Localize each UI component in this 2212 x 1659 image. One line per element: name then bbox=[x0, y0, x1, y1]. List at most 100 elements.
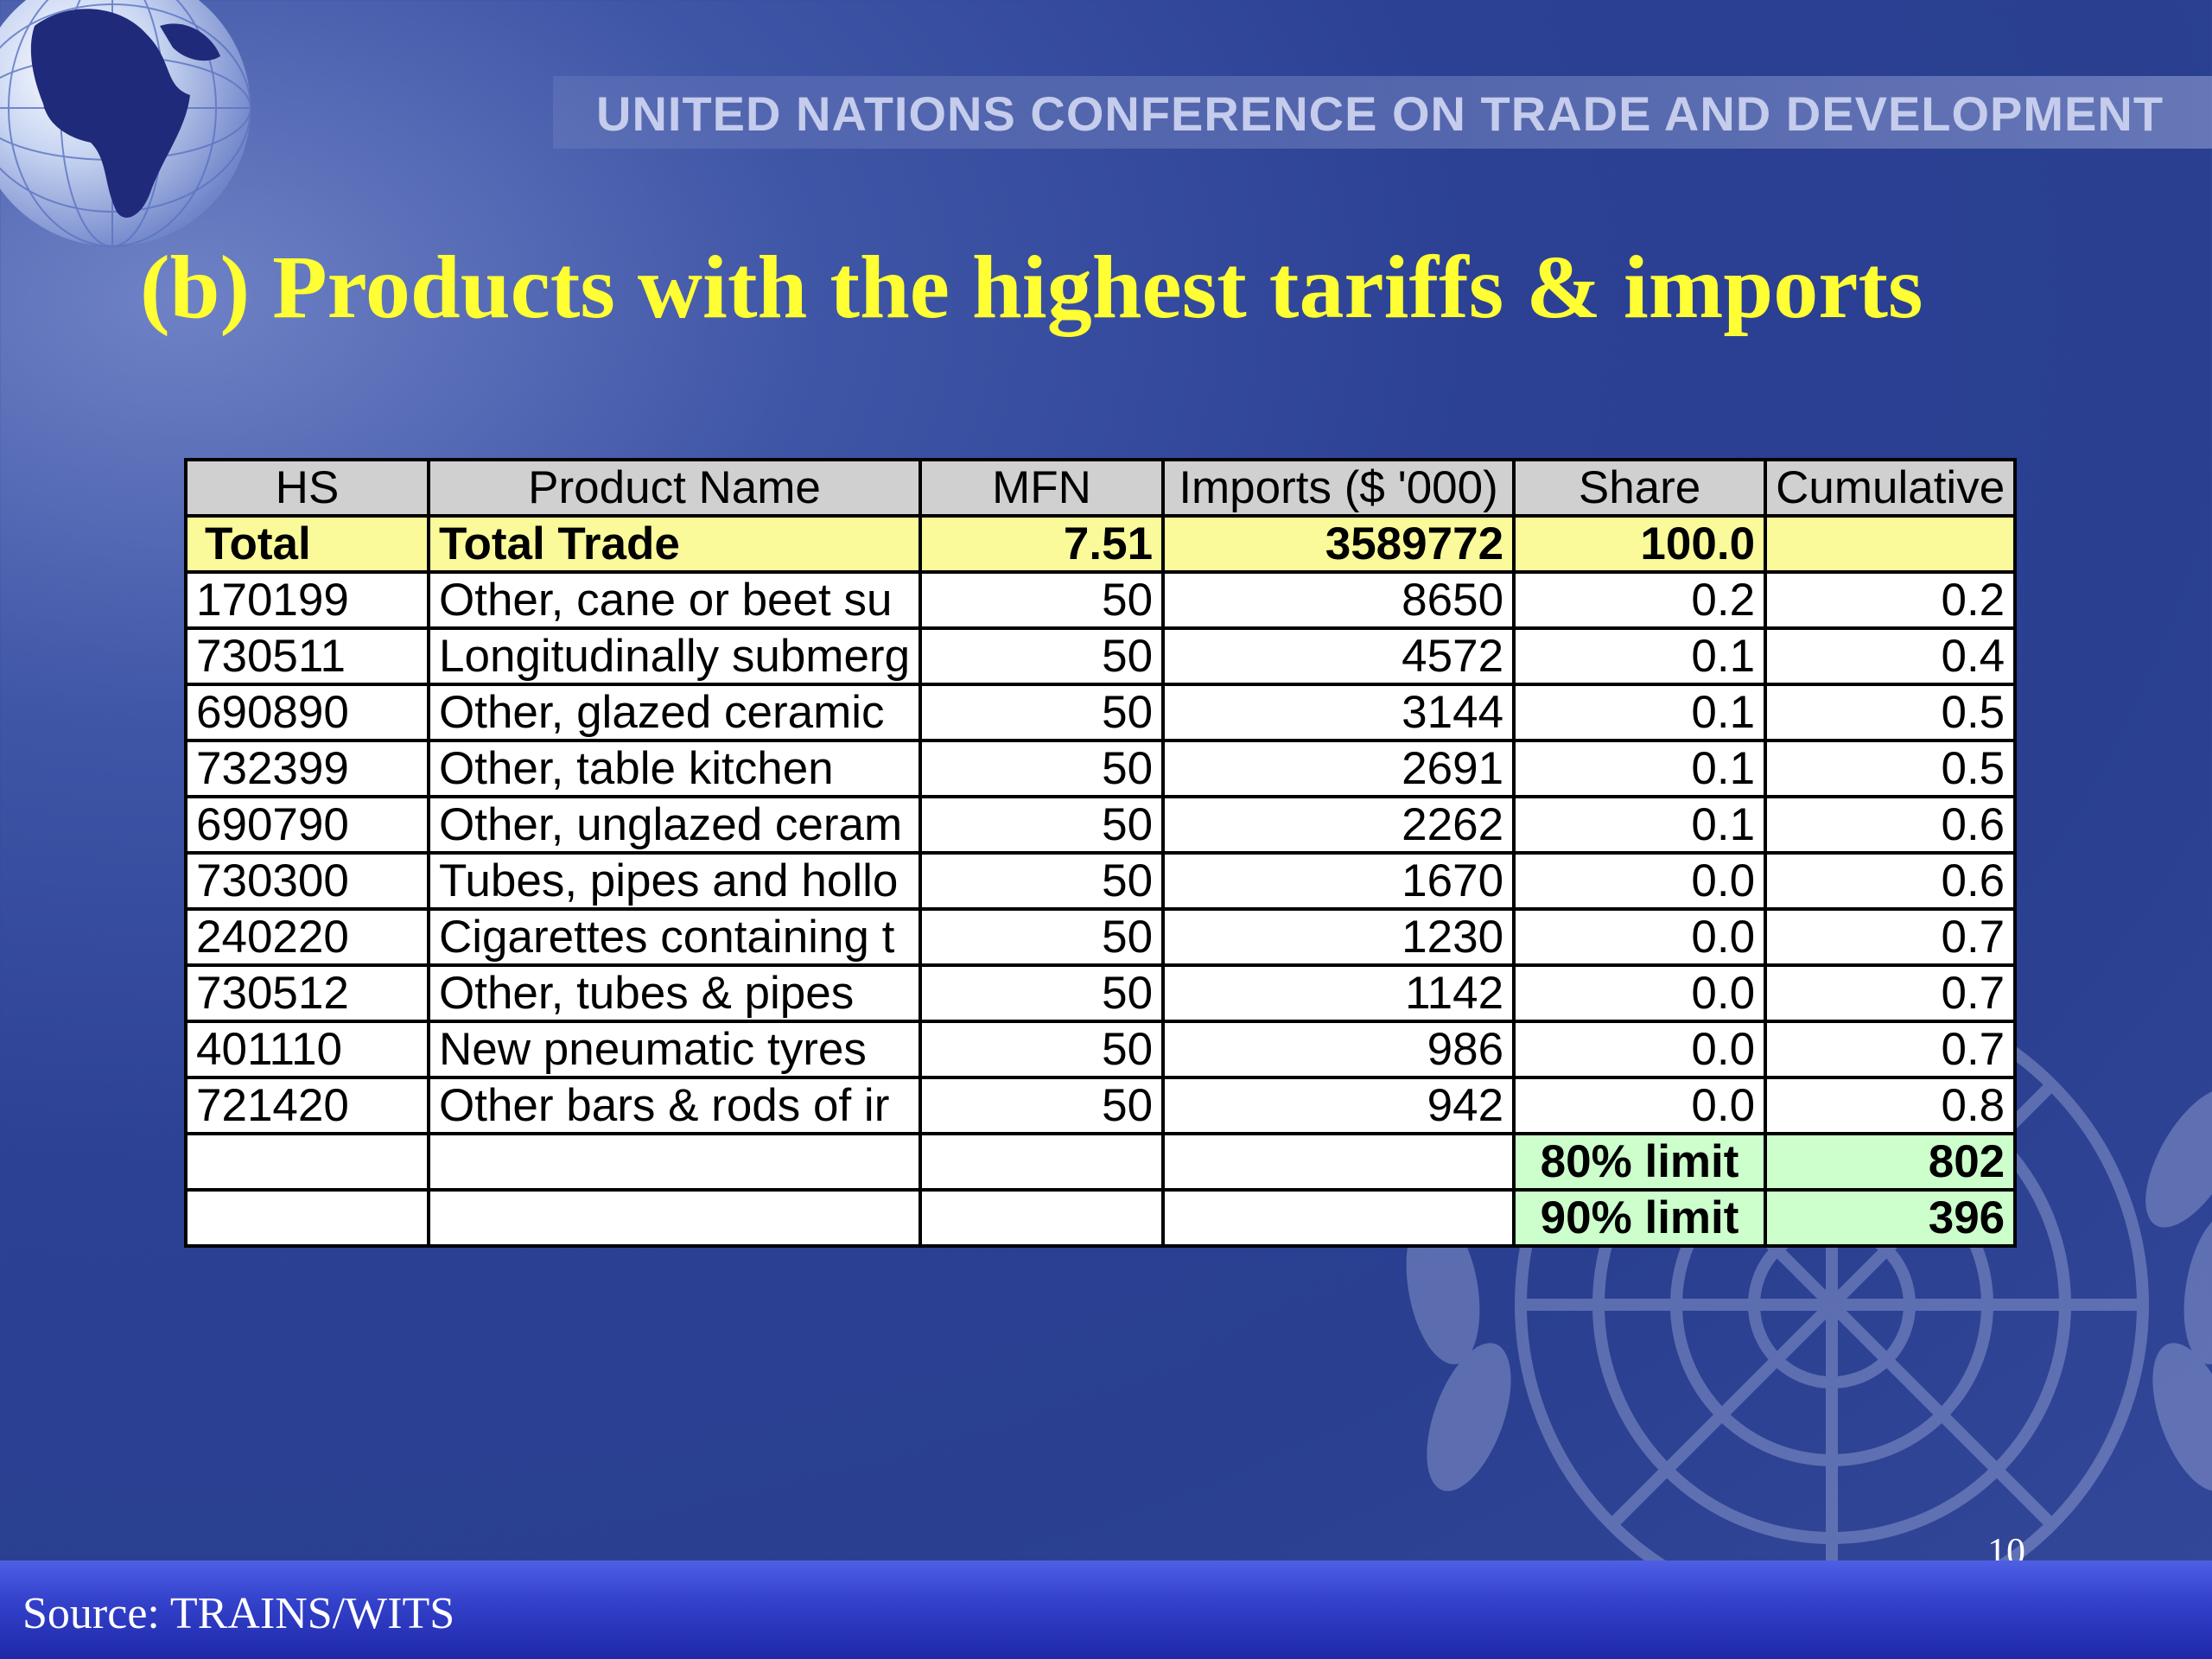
cell-hs: 401110 bbox=[184, 1020, 430, 1079]
cell-mfn: 50 bbox=[918, 570, 1166, 630]
table-row: 690790 Other, unglazed ceram 50 2262 0.1… bbox=[184, 795, 2018, 855]
cell-share: 0.0 bbox=[1512, 1076, 1768, 1135]
cell-mfn: 50 bbox=[918, 739, 1166, 798]
limit-value: 396 bbox=[1764, 1188, 2018, 1248]
limit-row-80: 80% limit 802 bbox=[184, 1132, 2018, 1192]
cell-hs: 732399 bbox=[184, 739, 430, 798]
slide-title: (b) Products with the highest tariffs & … bbox=[140, 238, 1923, 337]
column-header-share: Share bbox=[1512, 458, 1768, 518]
cell-hs: 730511 bbox=[184, 626, 430, 686]
cell-cumulative: 0.8 bbox=[1764, 1076, 2018, 1135]
table-header-row: HS Product Name MFN Imports ($ '000) Sha… bbox=[184, 458, 2018, 518]
empty-cell bbox=[918, 1132, 1166, 1192]
cell-hs: 721420 bbox=[184, 1076, 430, 1135]
table-row: 730511 Longitudinally submerg 50 4572 0.… bbox=[184, 626, 2018, 686]
table-row: 240220 Cigarettes containing t 50 1230 0… bbox=[184, 907, 2018, 967]
cell-hs: 690790 bbox=[184, 795, 430, 855]
cell-product-name: New pneumatic tyres bbox=[426, 1020, 923, 1079]
cell-cumulative: 0.6 bbox=[1764, 795, 2018, 855]
cell-cumulative: 0.4 bbox=[1764, 626, 2018, 686]
column-header-product-name: Product Name bbox=[426, 458, 923, 518]
cell-product-name: Other, cane or beet su bbox=[426, 570, 923, 630]
cell-imports: 942 bbox=[1161, 1076, 1516, 1135]
column-header-mfn: MFN bbox=[918, 458, 1166, 518]
cell-cumulative: 0.7 bbox=[1764, 963, 2018, 1023]
cell-share: 0.2 bbox=[1512, 570, 1768, 630]
cell-product-name: Other, tubes & pipes bbox=[426, 963, 923, 1023]
cell-imports: 2691 bbox=[1161, 739, 1516, 798]
cell-share: 0.1 bbox=[1512, 795, 1768, 855]
header-banner bbox=[553, 76, 2212, 149]
table-row: 721420 Other bars & rods of ir 50 942 0.… bbox=[184, 1076, 2018, 1135]
limit-label: 90% limit bbox=[1512, 1188, 1768, 1248]
cell-imports: 986 bbox=[1161, 1020, 1516, 1079]
cell-mfn: 50 bbox=[918, 795, 1166, 855]
cell-share: 0.0 bbox=[1512, 1020, 1768, 1079]
cell-cumulative: 0.5 bbox=[1764, 683, 2018, 742]
column-header-hs: HS bbox=[184, 458, 430, 518]
cell-mfn: 50 bbox=[918, 907, 1166, 967]
cell-hs: 730512 bbox=[184, 963, 430, 1023]
cell-product-name: Tubes, pipes and hollo bbox=[426, 851, 923, 911]
cell-mfn: 50 bbox=[918, 1020, 1166, 1079]
cell-cumulative: 0.6 bbox=[1764, 851, 2018, 911]
source-note: Source: TRAINS/WITS bbox=[22, 1589, 455, 1638]
table-row: 730300 Tubes, pipes and hollo 50 1670 0.… bbox=[184, 851, 2018, 911]
cell-product-name: Other, glazed ceramic bbox=[426, 683, 923, 742]
cell-product-name: Other, table kitchen bbox=[426, 739, 923, 798]
empty-cell bbox=[918, 1188, 1166, 1248]
table-row: 690890 Other, glazed ceramic 50 3144 0.1… bbox=[184, 683, 2018, 742]
total-hs: Total bbox=[184, 514, 430, 574]
cell-imports: 1142 bbox=[1161, 963, 1516, 1023]
cell-mfn: 50 bbox=[918, 1076, 1166, 1135]
cell-product-name: Other, unglazed ceram bbox=[426, 795, 923, 855]
empty-cell bbox=[426, 1132, 923, 1192]
cell-mfn: 50 bbox=[918, 683, 1166, 742]
cell-hs: 690890 bbox=[184, 683, 430, 742]
cell-imports: 2262 bbox=[1161, 795, 1516, 855]
total-share: 100.0 bbox=[1512, 514, 1768, 574]
limit-value: 802 bbox=[1764, 1132, 2018, 1192]
empty-cell bbox=[426, 1188, 923, 1248]
empty-cell bbox=[1161, 1132, 1516, 1192]
table-row: 730512 Other, tubes & pipes 50 1142 0.0 … bbox=[184, 963, 2018, 1023]
total-cumulative bbox=[1764, 514, 2018, 574]
cell-product-name: Cigarettes containing t bbox=[426, 907, 923, 967]
cell-cumulative: 0.7 bbox=[1764, 907, 2018, 967]
cell-imports: 1670 bbox=[1161, 851, 1516, 911]
cell-hs: 730300 bbox=[184, 851, 430, 911]
cell-mfn: 50 bbox=[918, 851, 1166, 911]
cell-imports: 4572 bbox=[1161, 626, 1516, 686]
tariff-table: HS Product Name MFN Imports ($ '000) Sha… bbox=[184, 458, 2018, 1248]
limit-row-90: 90% limit 396 bbox=[184, 1188, 2018, 1248]
cell-cumulative: 0.5 bbox=[1764, 739, 2018, 798]
limit-label: 80% limit bbox=[1512, 1132, 1768, 1192]
empty-cell bbox=[184, 1188, 430, 1248]
cell-hs: 240220 bbox=[184, 907, 430, 967]
cell-share: 0.0 bbox=[1512, 907, 1768, 967]
cell-share: 0.1 bbox=[1512, 739, 1768, 798]
globe-icon bbox=[0, 0, 251, 247]
empty-cell bbox=[184, 1132, 430, 1192]
column-header-imports: Imports ($ '000) bbox=[1161, 458, 1516, 518]
cell-mfn: 50 bbox=[918, 626, 1166, 686]
cell-imports: 3144 bbox=[1161, 683, 1516, 742]
table-row: 170199 Other, cane or beet su 50 8650 0.… bbox=[184, 570, 2018, 630]
cell-product-name: Other bars & rods of ir bbox=[426, 1076, 923, 1135]
cell-mfn: 50 bbox=[918, 963, 1166, 1023]
total-name: Total Trade bbox=[426, 514, 923, 574]
cell-cumulative: 0.7 bbox=[1764, 1020, 2018, 1079]
table-row: 732399 Other, table kitchen 50 2691 0.1 … bbox=[184, 739, 2018, 798]
column-header-cumulative: Cumulative bbox=[1764, 458, 2018, 518]
cell-cumulative: 0.2 bbox=[1764, 570, 2018, 630]
organization-name: UNITED NATIONS CONFERENCE ON TRADE AND D… bbox=[596, 86, 2164, 141]
cell-share: 0.0 bbox=[1512, 963, 1768, 1023]
table-row: 401110 New pneumatic tyres 50 986 0.0 0.… bbox=[184, 1020, 2018, 1079]
cell-imports: 1230 bbox=[1161, 907, 1516, 967]
cell-product-name: Longitudinally submerg bbox=[426, 626, 923, 686]
cell-imports: 8650 bbox=[1161, 570, 1516, 630]
cell-share: 0.1 bbox=[1512, 683, 1768, 742]
total-row: Total Total Trade 7.51 3589772 100.0 bbox=[184, 514, 2018, 574]
cell-share: 0.0 bbox=[1512, 851, 1768, 911]
footer-bar bbox=[0, 1560, 2212, 1659]
